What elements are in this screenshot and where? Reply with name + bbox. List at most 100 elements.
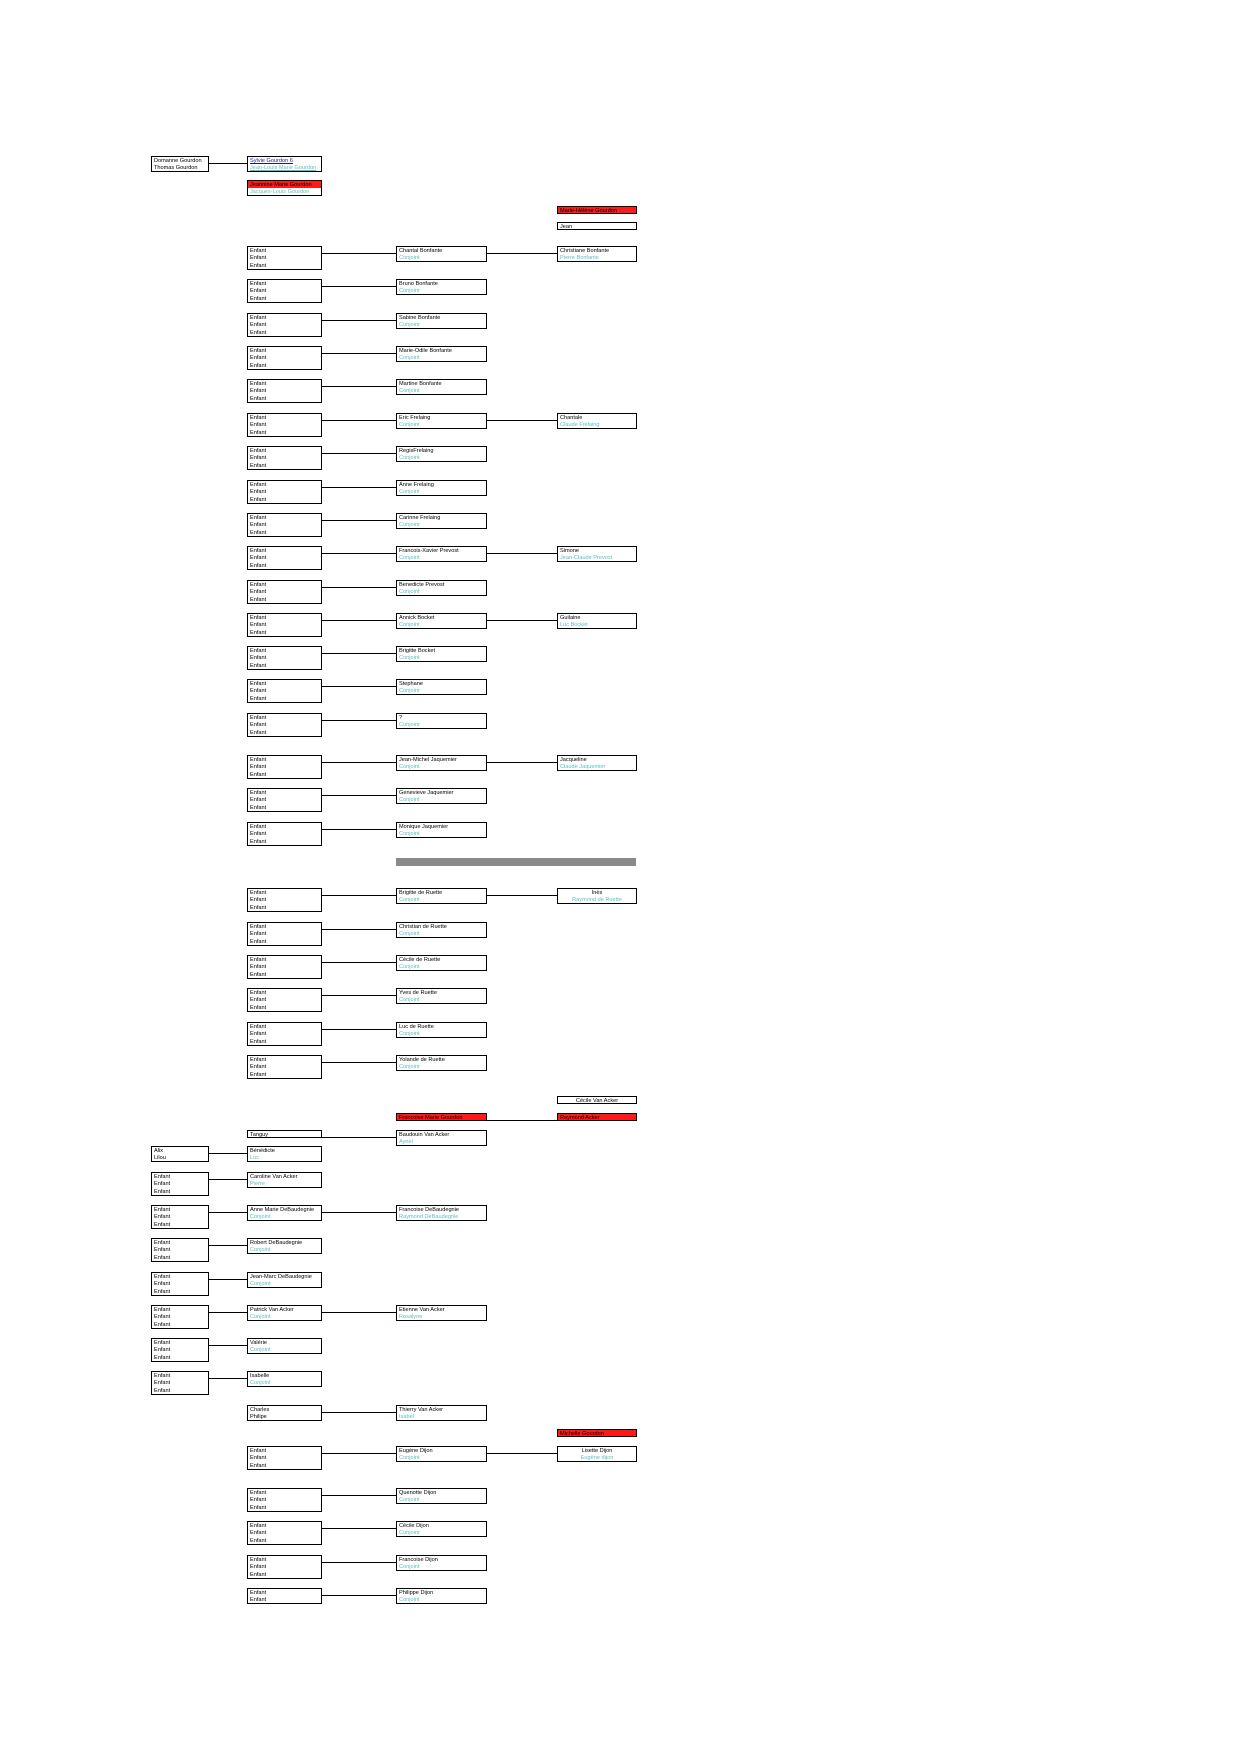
- connector-line: [487, 420, 557, 421]
- spouse-name-cell: Raymond de Ruette: [557, 896, 637, 904]
- connector-line: [322, 895, 396, 896]
- spouse-name-cell: Conjoint: [396, 687, 487, 695]
- spouse-name-cell: Conjoint: [396, 896, 487, 904]
- spouse-name-cell: Conjoint: [396, 287, 487, 295]
- connector-line: [322, 620, 396, 621]
- spouse-name-cell: Conjoint: [396, 1496, 487, 1504]
- person-name-cell: Domanne Gourdon: [151, 156, 209, 164]
- connector-line: [322, 353, 396, 354]
- person-name-cell: Eugène Dijon: [396, 1446, 487, 1454]
- person-name-cell: Enfant: [247, 480, 322, 488]
- child-name-cell: Enfant: [247, 654, 322, 662]
- spouse-name-cell: Pierre: [247, 1180, 322, 1188]
- child-name-cell: Enfant: [247, 521, 322, 529]
- child-name-cell: Enfant: [151, 1354, 209, 1362]
- child-name-cell: Enfant: [247, 896, 322, 904]
- person-name-cell: Enfant: [247, 246, 322, 254]
- child-name-cell: Enfant: [247, 421, 322, 429]
- person-name-cell: Robert DeBaudegnie: [247, 1238, 322, 1246]
- connector-line: [487, 1453, 557, 1454]
- spouse-name-cell: Conjoint: [396, 454, 487, 462]
- child-name-cell: Enfant: [151, 1346, 209, 1354]
- child-name-cell: Enfant: [247, 321, 322, 329]
- connector-line: [322, 686, 396, 687]
- child-name-cell: Enfant: [247, 429, 322, 437]
- spouse-name-cell: Conjoint: [396, 654, 487, 662]
- child-name-cell: Enfant: [247, 1563, 322, 1571]
- child-name-cell: Enfant: [247, 804, 322, 812]
- person-name-cell: Marie-Hélène Gourdon: [557, 206, 637, 214]
- spouse-name-cell: Conjoint: [396, 721, 487, 729]
- child-name-cell: Enfant: [247, 838, 322, 846]
- person-name-cell: Thierry Van Acker: [396, 1405, 487, 1413]
- connector-line: [322, 587, 396, 588]
- spouse-name-cell: Luc: [247, 1154, 322, 1162]
- child-name-cell: Enfant: [151, 1379, 209, 1387]
- child-name-cell: Enfant: [151, 1180, 209, 1188]
- person-name-cell: Francoise DeBaudegnie: [396, 1205, 487, 1213]
- child-name-cell: Enfant: [247, 488, 322, 496]
- spouse-name-cell: Conjoint: [247, 1280, 322, 1288]
- connector-line: [209, 1312, 247, 1313]
- child-name-cell: Enfant: [247, 629, 322, 637]
- person-name-cell: Bruno Bonfante: [396, 279, 487, 287]
- child-name-cell: Enfant: [247, 1063, 322, 1071]
- child-name-cell: Enfant: [151, 1246, 209, 1254]
- connector-line: [209, 1179, 247, 1180]
- person-name-cell: ?: [396, 713, 487, 721]
- spouse-name-cell: Conjoint: [396, 1063, 487, 1071]
- child-name-cell: Enfant: [247, 1537, 322, 1545]
- person-name-cell: Enfant: [247, 788, 322, 796]
- person-name-cell: Enfant: [247, 546, 322, 554]
- person-name-cell: Enfant: [247, 313, 322, 321]
- child-name-cell: Enfant: [247, 1038, 322, 1046]
- child-name-cell: Enfant: [247, 387, 322, 395]
- spouse-name-cell: Isabel: [396, 1413, 487, 1421]
- person-name-cell: Lisette Dijon: [557, 1446, 637, 1454]
- person-name-cell: Michelle Gourdon: [557, 1429, 637, 1437]
- spouse-name-cell: Aynel: [396, 1138, 487, 1146]
- person-name-cell: Chantal Bonfante: [396, 246, 487, 254]
- person-name-cell: Enfant: [151, 1205, 209, 1213]
- connector-line: [322, 1453, 396, 1454]
- child-name-cell: Lilou: [151, 1154, 209, 1162]
- spouse-name-cell: Eugène dijon: [557, 1454, 637, 1462]
- child-name-cell: Enfant: [247, 262, 322, 270]
- child-name-cell: Enfant: [247, 362, 322, 370]
- spouse-name-cell: Conjoint: [396, 387, 487, 395]
- spouse-name-cell: Conjoint: [396, 588, 487, 596]
- child-name-cell: Enfant: [247, 496, 322, 504]
- person-name-cell: Enfant: [151, 1172, 209, 1180]
- spouse-name-cell: Conjoint: [396, 930, 487, 938]
- child-name-cell: Enfant: [247, 1030, 322, 1038]
- spouse-name-cell: Conjoint: [247, 1346, 322, 1354]
- connector-line: [322, 487, 396, 488]
- person-name-cell: Luc de Ruette: [396, 1022, 487, 1030]
- person-name-cell: Alix: [151, 1146, 209, 1154]
- person-name-cell: Jean-Michel Jaquemier: [396, 755, 487, 763]
- child-name-cell: Enfant: [247, 662, 322, 670]
- connector-line: [322, 1137, 396, 1138]
- spouse-name-cell: Raymond DeBaudegnie: [396, 1213, 487, 1221]
- person-name-cell: Cécile Dijon: [396, 1521, 487, 1529]
- person-name-cell: Valérie: [247, 1338, 322, 1346]
- person-name-cell: Brigitte Bocket: [396, 646, 487, 654]
- connector-line: [322, 720, 396, 721]
- child-name-cell: Enfant: [247, 1571, 322, 1579]
- person-name-cell: Enfant: [151, 1272, 209, 1280]
- spouse-name-cell: Pierre Bonfante: [557, 254, 637, 262]
- person-name-cell: Enfant: [247, 755, 322, 763]
- person-name-cell: Sabine Bonfante: [396, 313, 487, 321]
- connector-line: [322, 553, 396, 554]
- person-name-cell: Genevieve Jaquemier: [396, 788, 487, 796]
- child-name-cell: Enfant: [247, 588, 322, 596]
- child-name-cell: Enfant: [151, 1321, 209, 1329]
- spouse-name-cell: Conjoint: [396, 321, 487, 329]
- person-name-cell: Monique Jaquemier: [396, 822, 487, 830]
- child-name-cell: Enfant: [247, 621, 322, 629]
- spouse-name-cell: Conjoint: [396, 554, 487, 562]
- spouse-name-cell: Conjoint: [396, 1529, 487, 1537]
- spouse-name-cell: Conjoint: [396, 254, 487, 262]
- person-name-cell: Charles: [247, 1405, 322, 1413]
- child-name-cell: Enfant: [247, 329, 322, 337]
